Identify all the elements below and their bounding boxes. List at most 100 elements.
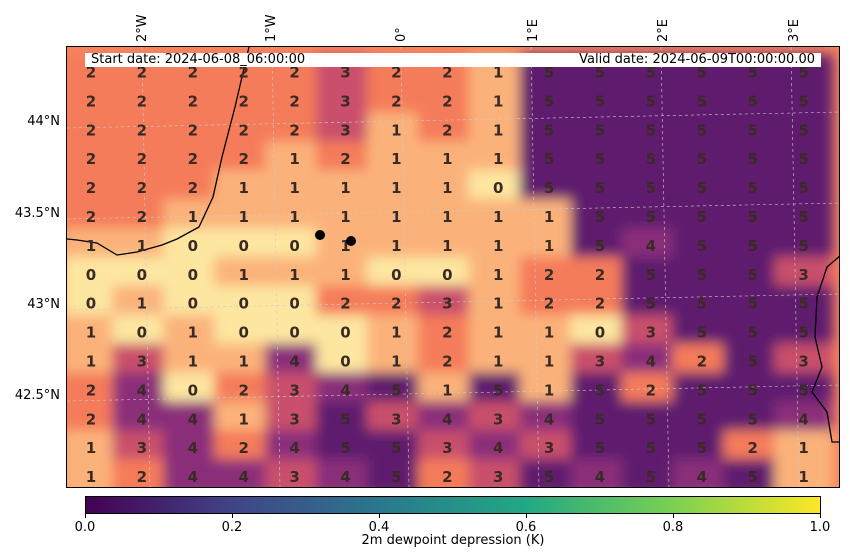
grid-value: 5 <box>747 353 757 371</box>
grid-value: 5 <box>646 439 656 457</box>
field-cell <box>265 459 325 487</box>
grid-value: 5 <box>747 121 757 139</box>
grid-value: 0 <box>289 237 299 255</box>
grid-value: 5 <box>798 179 808 197</box>
grid-value: 3 <box>137 439 147 457</box>
grid-value: 4 <box>442 410 452 428</box>
grid-value: 5 <box>646 179 656 197</box>
grid-value: 5 <box>747 468 757 486</box>
grid-value: 2 <box>137 92 147 110</box>
grid-value: 1 <box>544 381 554 399</box>
colorbar-tick-label: 0.0 <box>74 520 96 535</box>
grid-value: 1 <box>798 439 808 457</box>
field-cell <box>468 459 528 487</box>
grid-value: 5 <box>798 208 808 226</box>
grid-value: 0 <box>188 266 198 284</box>
grid-value: 5 <box>697 150 707 168</box>
grid-value: 1 <box>442 237 452 255</box>
grid-value: 2 <box>544 295 554 313</box>
grid-value: 1 <box>238 353 248 371</box>
grid-value: 5 <box>391 468 401 486</box>
grid-value: 5 <box>798 150 808 168</box>
field-cell <box>214 459 274 487</box>
grid-value: 2 <box>238 439 248 457</box>
grid-value: 2 <box>86 92 96 110</box>
grid-value: 1 <box>238 410 248 428</box>
grid-value: 5 <box>747 179 757 197</box>
grid-value: 2 <box>137 121 147 139</box>
grid-value: 3 <box>137 353 147 371</box>
grid-value: 5 <box>595 381 605 399</box>
field-cell <box>672 459 732 487</box>
grid-value: 1 <box>238 179 248 197</box>
grid-value: 4 <box>493 439 503 457</box>
lat-label: 42.5°N <box>14 388 60 403</box>
grid-value: 5 <box>747 324 757 342</box>
lon-label: 3°E <box>787 19 802 42</box>
grid-value: 4 <box>137 381 147 399</box>
grid-value: 1 <box>442 150 452 168</box>
colorbar-tick <box>232 514 233 518</box>
grid-value: 2 <box>646 381 656 399</box>
grid-value: 2 <box>391 64 401 82</box>
colorbar-tick-label: 0.2 <box>221 520 243 535</box>
grid-value: 5 <box>340 439 350 457</box>
colorbar-tick <box>85 514 86 518</box>
grid-value: 1 <box>493 150 503 168</box>
grid-value: 5 <box>595 92 605 110</box>
grid-value: 0 <box>391 266 401 284</box>
grid-value: 1 <box>137 237 147 255</box>
grid-value: 1 <box>340 179 350 197</box>
grid-value: 2 <box>86 410 96 428</box>
grid-value: 1 <box>391 237 401 255</box>
grid-value: 4 <box>137 410 147 428</box>
grid-value: 2 <box>188 150 198 168</box>
grid-value: 5 <box>646 92 656 110</box>
grid-value: 5 <box>798 121 808 139</box>
grid-value: 5 <box>798 324 808 342</box>
grid-value: 3 <box>442 439 452 457</box>
grid-value: 4 <box>188 468 198 486</box>
grid-value: 5 <box>697 121 707 139</box>
grid-value: 2 <box>137 64 147 82</box>
grid-value: 5 <box>798 92 808 110</box>
meridian-line <box>141 47 151 487</box>
grid-value: 4 <box>188 410 198 428</box>
grid-value: 1 <box>493 266 503 284</box>
grid-value: 5 <box>747 92 757 110</box>
grid-value: 2 <box>86 179 96 197</box>
dewpoint-map: 2 2 2 2 2 3 2 2 1 5 5 5 5 5 5 2 2 2 2 2 3 2 2 1 5 5 5 5 5 5 2 2 2 2 2 3 1 2 1 5… <box>67 47 839 487</box>
meridian-line <box>400 47 410 487</box>
grid-value: 4 <box>595 468 605 486</box>
grid-value: 2 <box>238 381 248 399</box>
grid-value: 3 <box>493 410 503 428</box>
valid-date-label: Valid date: 2024-06-09T00:00:00.00 <box>579 52 815 67</box>
grid-value: 1 <box>289 208 299 226</box>
grid-value: 1 <box>798 468 808 486</box>
colorbar-tick <box>673 514 674 518</box>
grid-value: 1 <box>493 353 503 371</box>
grid-value: 2 <box>595 266 605 284</box>
grid-value: 3 <box>544 439 554 457</box>
colorbar-tick-label: 0.8 <box>662 520 684 535</box>
grid-value: 5 <box>697 266 707 284</box>
grid-value: 2 <box>86 208 96 226</box>
grid-value: 5 <box>595 439 605 457</box>
grid-value: 1 <box>188 353 198 371</box>
field-cell <box>774 459 834 487</box>
location-marker <box>315 230 325 240</box>
grid-value: 5 <box>595 208 605 226</box>
map-panel: 2 2 2 2 2 3 2 2 1 5 5 5 5 5 5 2 2 2 2 2 3 2 2 1 5 5 5 5 5 5 2 2 2 2 2 3 1 2 1 5… <box>66 46 840 488</box>
grid-value: 0 <box>137 324 147 342</box>
grid-value: 5 <box>646 121 656 139</box>
start-date-label: Start date: 2024-06-08_06:00:00 <box>91 52 306 67</box>
grid-value: 4 <box>646 353 656 371</box>
location-marker <box>346 236 356 246</box>
grid-value: 2 <box>442 92 452 110</box>
grid-value: 5 <box>697 237 707 255</box>
grid-value: 0 <box>289 295 299 313</box>
meridian-line <box>660 47 670 487</box>
grid-value: 2 <box>595 295 605 313</box>
grid-value: 1 <box>238 208 248 226</box>
grid-value: 3 <box>340 64 350 82</box>
